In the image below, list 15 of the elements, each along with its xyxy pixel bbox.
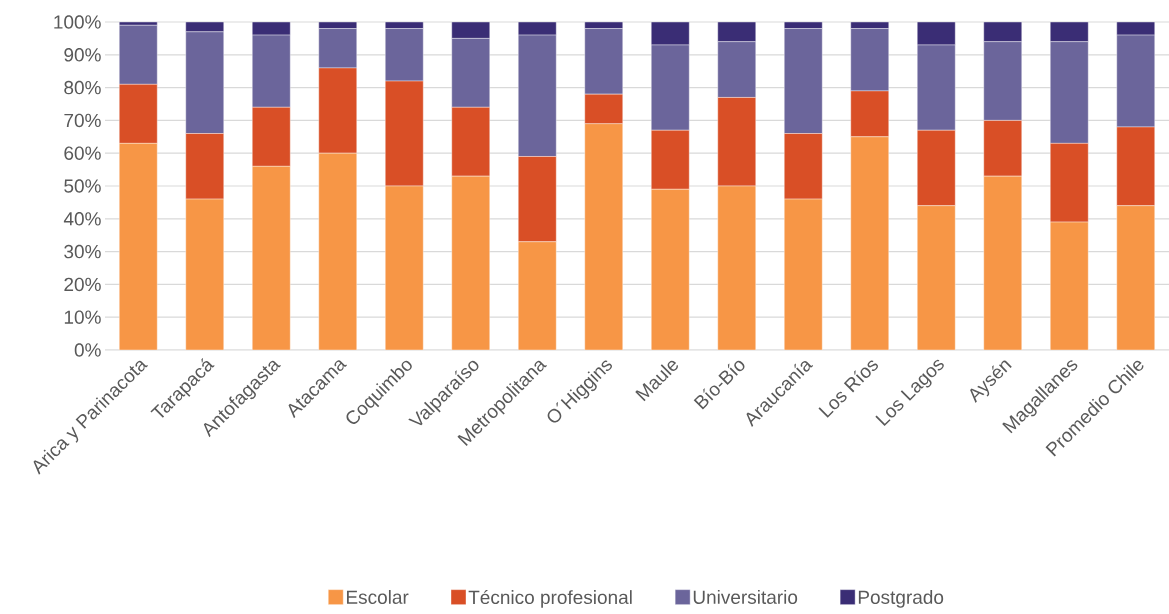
y-tick-label: 70% [64, 113, 101, 128]
y-tick-label: 100% [54, 15, 101, 29]
legend-label: Postgrado [858, 590, 944, 608]
y-tick-label: 20% [64, 277, 101, 292]
y-tick-label: 90% [64, 48, 101, 62]
legend-label: Universitario [693, 590, 798, 604]
y-tick-label: 0% [74, 343, 101, 357]
legend-label: Técnico profesional [468, 589, 632, 608]
legend-label: Escolar [347, 590, 409, 604]
y-tick-label: 50% [64, 179, 101, 193]
y-tick-label: 30% [64, 244, 101, 259]
y-tick-label: 60% [64, 146, 101, 160]
y-tick-label: 10% [64, 310, 101, 324]
y-tick-label: 80% [64, 80, 101, 95]
y-tick-label: 40% [63, 212, 101, 226]
